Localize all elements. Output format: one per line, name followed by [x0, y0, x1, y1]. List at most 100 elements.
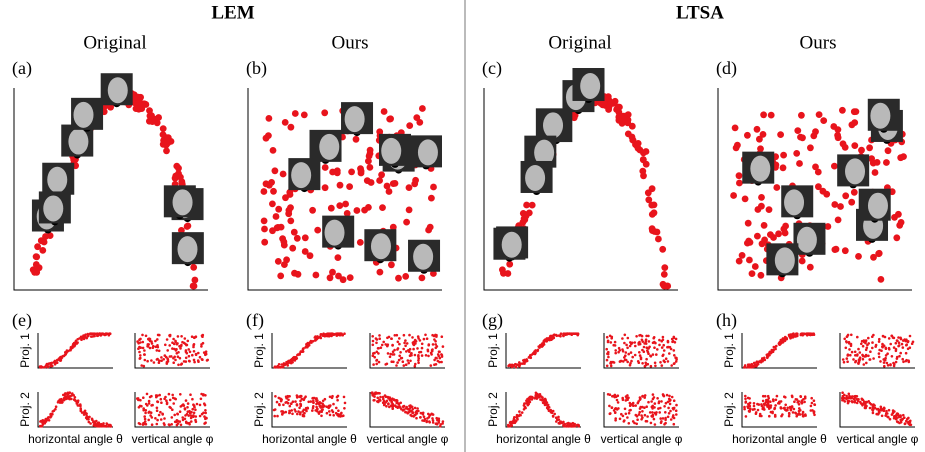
point — [174, 397, 177, 401]
point — [565, 332, 569, 336]
point — [435, 356, 438, 360]
point — [666, 360, 670, 363]
point — [550, 335, 553, 339]
point — [192, 404, 196, 408]
point — [850, 350, 854, 354]
point — [163, 397, 166, 401]
point — [188, 409, 191, 413]
point — [46, 365, 50, 368]
point — [144, 411, 147, 415]
point — [899, 418, 902, 422]
point — [418, 274, 426, 282]
point — [897, 341, 901, 345]
point — [855, 253, 862, 260]
point — [848, 198, 856, 206]
point — [306, 342, 310, 345]
point — [575, 423, 579, 427]
point — [864, 405, 868, 409]
point — [297, 410, 300, 413]
point — [74, 339, 78, 343]
point — [903, 422, 907, 425]
point — [164, 134, 172, 142]
point — [156, 345, 160, 349]
point — [168, 423, 171, 427]
point — [391, 343, 394, 347]
point — [750, 362, 754, 366]
point — [899, 415, 902, 419]
point — [339, 276, 347, 284]
face-thumbnail — [71, 97, 104, 130]
point — [562, 423, 565, 427]
point — [431, 419, 435, 422]
point — [374, 391, 377, 395]
point — [395, 333, 399, 337]
point — [330, 409, 334, 412]
point — [144, 409, 148, 412]
face — [177, 236, 198, 263]
point — [634, 344, 637, 348]
point — [629, 351, 633, 354]
point — [301, 414, 305, 418]
point — [411, 341, 415, 345]
point — [809, 404, 813, 408]
point — [798, 257, 806, 265]
point — [559, 332, 563, 336]
point — [672, 349, 676, 352]
point — [142, 408, 145, 412]
point — [810, 132, 818, 140]
point — [147, 402, 151, 405]
point — [97, 421, 101, 425]
point — [763, 408, 766, 411]
axes — [369, 392, 445, 428]
point — [614, 349, 617, 352]
point — [640, 172, 647, 180]
point — [744, 397, 747, 401]
point — [643, 396, 646, 399]
point — [823, 190, 831, 198]
point — [872, 357, 875, 360]
point — [184, 349, 188, 352]
point — [841, 144, 849, 151]
point — [761, 394, 765, 398]
point — [389, 352, 393, 356]
point — [343, 407, 346, 410]
point — [134, 93, 142, 101]
point — [45, 418, 49, 422]
point — [620, 359, 623, 363]
point — [641, 416, 644, 419]
point — [648, 411, 652, 414]
point — [436, 353, 440, 356]
point — [173, 347, 176, 351]
point — [185, 351, 189, 355]
point — [136, 340, 139, 343]
point — [431, 417, 434, 420]
point — [148, 337, 152, 341]
point — [552, 334, 555, 337]
point — [279, 366, 282, 369]
point — [884, 354, 888, 357]
point — [165, 338, 169, 341]
point — [653, 361, 657, 365]
point — [879, 360, 882, 363]
point — [188, 423, 191, 426]
point — [544, 398, 547, 401]
point — [793, 150, 801, 157]
point — [171, 408, 174, 412]
point — [321, 109, 329, 117]
y-axis-label: Proj. 1 — [722, 333, 736, 368]
point — [618, 417, 622, 421]
point — [434, 343, 438, 346]
point — [893, 410, 896, 413]
point — [379, 346, 383, 350]
point — [765, 353, 769, 357]
point — [775, 394, 779, 398]
face-thumbnail — [288, 158, 321, 191]
point — [49, 414, 53, 417]
point — [668, 394, 671, 398]
point — [367, 179, 375, 186]
point — [518, 410, 521, 413]
face — [796, 226, 817, 253]
point — [630, 359, 633, 363]
point — [428, 194, 435, 202]
point — [738, 252, 746, 259]
